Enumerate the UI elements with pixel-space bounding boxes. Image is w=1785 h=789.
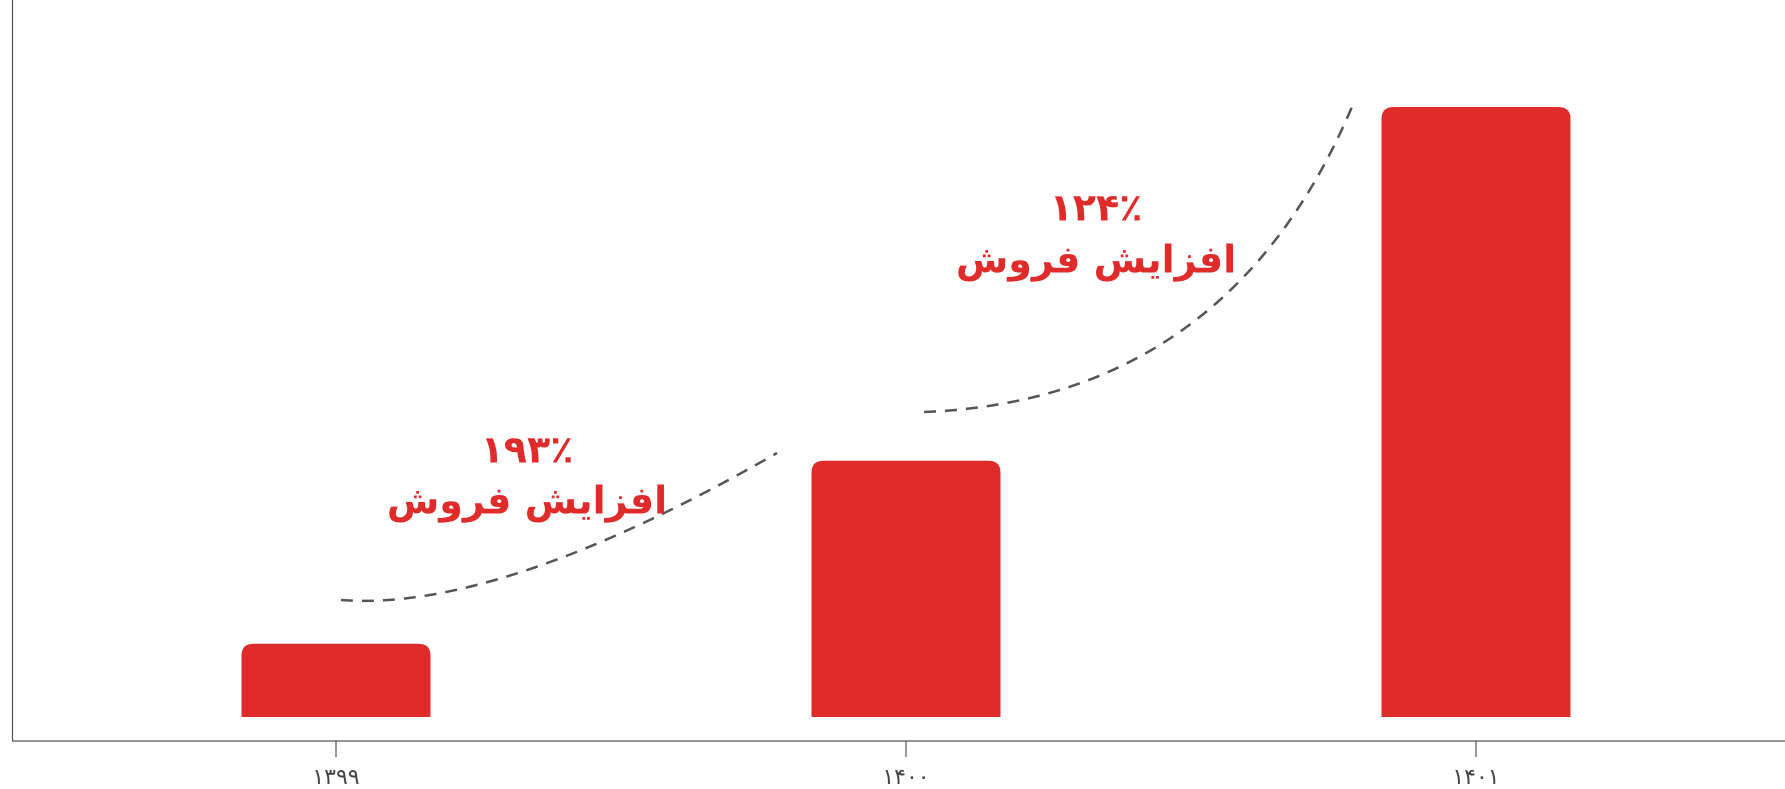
x-tick-label: ۱۴۰۱ xyxy=(1452,765,1499,789)
x-tick-label: ۱۳۹۹ xyxy=(312,765,359,789)
annotation-text: افزایش فروش xyxy=(956,238,1236,283)
trend-curve xyxy=(923,101,1356,414)
bar xyxy=(1381,107,1571,717)
bar xyxy=(241,643,431,717)
annotation-value: ۱۲۴٪ xyxy=(1050,186,1143,230)
trend-curve xyxy=(340,451,778,603)
x-tick-label: ۱۴۰۰ xyxy=(882,765,929,789)
annotation-value: ۱۹۳٪ xyxy=(481,428,574,472)
annotation-text: افزایش فروش xyxy=(387,479,667,524)
bar xyxy=(811,460,1001,717)
